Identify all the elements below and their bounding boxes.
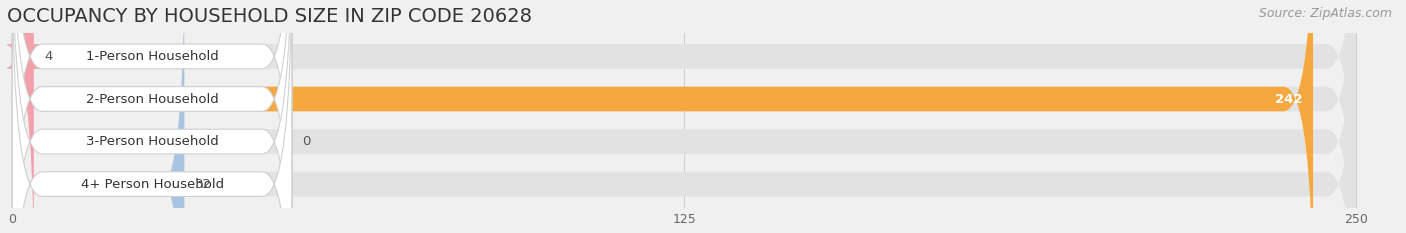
FancyBboxPatch shape [13,0,1313,233]
FancyBboxPatch shape [13,0,292,233]
FancyBboxPatch shape [13,0,292,233]
Text: 0: 0 [302,135,311,148]
FancyBboxPatch shape [13,0,292,233]
Text: OCCUPANCY BY HOUSEHOLD SIZE IN ZIP CODE 20628: OCCUPANCY BY HOUSEHOLD SIZE IN ZIP CODE … [7,7,531,26]
Text: 3-Person Household: 3-Person Household [86,135,218,148]
Text: 242: 242 [1275,93,1302,106]
FancyBboxPatch shape [13,0,1355,233]
Text: 4: 4 [45,50,53,63]
FancyBboxPatch shape [4,0,42,233]
FancyBboxPatch shape [13,0,1355,233]
FancyBboxPatch shape [13,0,1355,233]
Text: 2-Person Household: 2-Person Household [86,93,218,106]
FancyBboxPatch shape [13,0,1355,233]
FancyBboxPatch shape [13,0,292,233]
FancyBboxPatch shape [13,0,184,233]
Text: 4+ Person Household: 4+ Person Household [80,178,224,191]
Text: 1-Person Household: 1-Person Household [86,50,218,63]
Text: 32: 32 [195,178,212,191]
Text: Source: ZipAtlas.com: Source: ZipAtlas.com [1258,7,1392,20]
